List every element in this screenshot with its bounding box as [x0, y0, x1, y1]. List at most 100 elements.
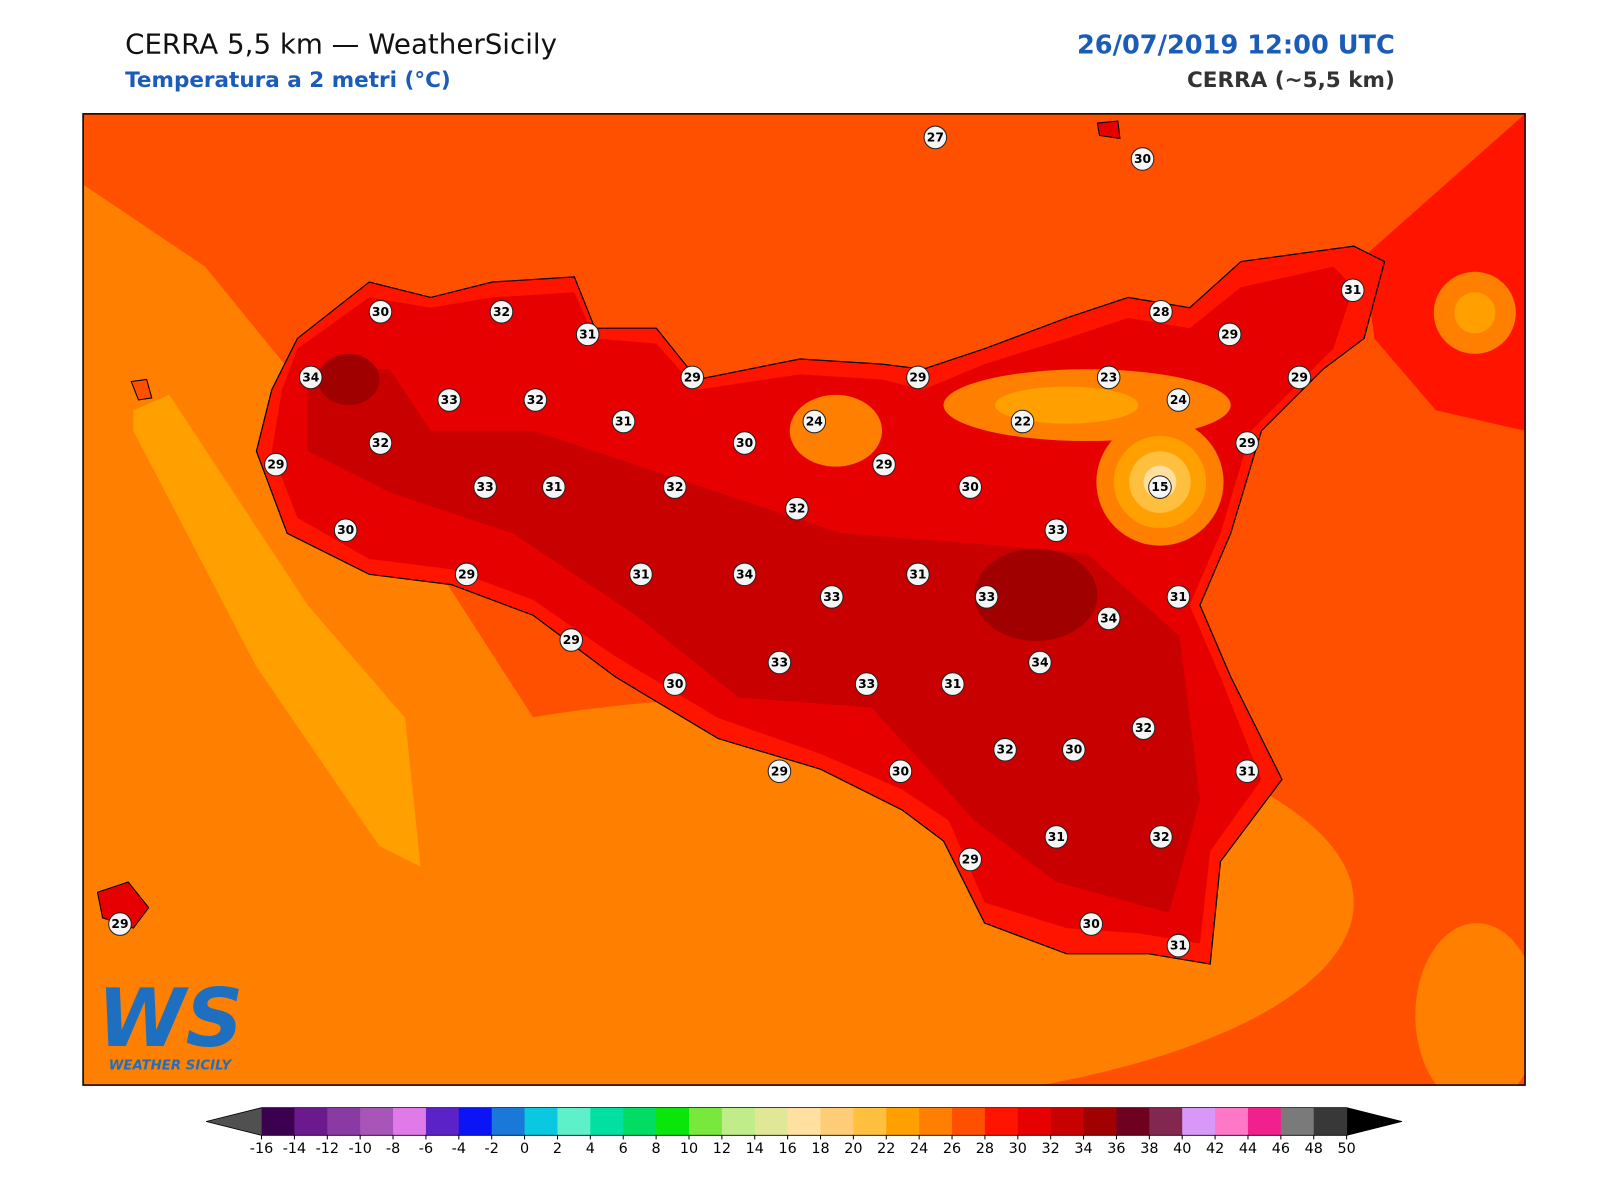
map: 27 30 30 32 31 28 29 31 34 33 32 29 29 23 24 29 31 24 22 32…: [83, 113, 1526, 1086]
logo: WS: [97, 972, 243, 1065]
title: CERRA 5,5 km — WeatherSicily: [125, 27, 557, 60]
station-value: 33: [771, 656, 788, 670]
colorbar-segment: [656, 1107, 690, 1136]
station-marker: [1235, 431, 1259, 455]
station-value: 31: [1170, 590, 1187, 604]
station-value: 31: [615, 415, 632, 429]
colorbar-segment: [261, 1107, 295, 1136]
station-marker: [1148, 475, 1172, 499]
mountain-cool: [789, 394, 883, 467]
station-value: 33: [978, 590, 995, 604]
station-value: 29: [876, 458, 893, 472]
station-marker: [1149, 825, 1173, 849]
hot-spot: [1454, 292, 1496, 334]
colorbar-segment: [1050, 1107, 1085, 1136]
station-value: 29: [563, 633, 580, 647]
colorbar-segment: [327, 1107, 361, 1136]
island: [96, 881, 150, 929]
colorbar-tick-label: 50: [1337, 1141, 1355, 1157]
station-value: 30: [1134, 152, 1151, 166]
colorbar-tick-label: 4: [586, 1141, 595, 1157]
colorbar-tick-label: -16: [250, 1141, 273, 1157]
station-value: 29: [458, 567, 475, 581]
colorbar-segment: [952, 1107, 986, 1136]
station-marker: [802, 409, 827, 434]
colorbar-segment: [984, 1107, 1019, 1136]
island: [1096, 120, 1121, 140]
station-marker: [575, 322, 600, 347]
colorbar-tick-label: 8: [652, 1141, 661, 1157]
station-value: 33: [823, 590, 840, 604]
colorbar-segment: [458, 1107, 493, 1136]
colorbar-tick-label: -4: [452, 1141, 466, 1157]
station-value: 29: [684, 370, 701, 384]
station-marker: [1217, 322, 1242, 347]
model: CERRA (~5,5 km): [1187, 68, 1395, 93]
station-value: 33: [858, 677, 875, 691]
map-frame: [82, 113, 1526, 1086]
colorbar-segment: [590, 1107, 624, 1136]
station-marker: [732, 562, 757, 587]
station-marker: [872, 452, 896, 477]
station-marker: [368, 431, 393, 455]
station-value: 31: [1344, 283, 1361, 297]
station-marker: [1028, 650, 1052, 675]
colorbar-tick-label: 2: [553, 1141, 562, 1157]
station-value: 32: [493, 305, 510, 319]
stations: 27 30 30 32 31 28 29 31 34 33 32 29 29 23 24 29 31 24 22 32…: [108, 125, 1365, 958]
station-marker: [1149, 299, 1173, 324]
colorbar-segment: [886, 1107, 920, 1136]
station-marker: [993, 737, 1017, 762]
station-marker: [854, 672, 879, 696]
station-value: 29: [111, 917, 128, 931]
warm-area: [1415, 923, 1526, 1086]
station-value: 33: [1048, 523, 1065, 537]
colorbar-tick-label: 46: [1272, 1141, 1290, 1157]
colorbar-tick-label: -12: [316, 1141, 339, 1157]
station-value: 32: [997, 743, 1014, 757]
station-value: 29: [771, 764, 788, 778]
content: CERRA 5,5 km — WeatherSicily Temperatura…: [82, 27, 1526, 1157]
land-hot: [307, 369, 1200, 913]
station-marker: [559, 628, 584, 652]
colorbar-segment: [853, 1107, 887, 1136]
colorbar-tick-label: 14: [746, 1141, 764, 1157]
station-value: 29: [1221, 327, 1238, 341]
colorbar-under: [206, 1107, 262, 1136]
station-marker: [1062, 737, 1086, 762]
colorbar-tick-label: 32: [1042, 1141, 1060, 1157]
station-marker: [368, 299, 393, 324]
station-value: 24: [806, 415, 823, 429]
date: 26/07/2019 12:00 UTC: [1077, 30, 1395, 60]
station-marker: [454, 562, 479, 587]
colorbar-segment: [425, 1107, 460, 1136]
colorbar-tick-label: 30: [1009, 1141, 1027, 1157]
station-value: 31: [909, 567, 926, 581]
colorbar-tick-label: -10: [348, 1141, 371, 1157]
station-marker: [1166, 933, 1191, 958]
colorbar-segment: [1116, 1107, 1150, 1136]
station-marker: [767, 759, 792, 784]
station-marker: [298, 365, 323, 390]
station-value: 30: [1083, 917, 1100, 931]
station-marker: [923, 125, 948, 150]
colorbar-segment: [1182, 1107, 1216, 1136]
colorbar-tick-label: 44: [1239, 1141, 1257, 1157]
station-marker: [437, 388, 462, 412]
warm-band: [133, 394, 421, 867]
station-value: 29: [909, 370, 926, 384]
station-value: 22: [1014, 415, 1031, 429]
colorbar-segment: [294, 1107, 328, 1136]
station-value: 34: [1100, 611, 1117, 625]
station-value: 30: [1065, 743, 1082, 757]
colorbar-tick-label: 16: [778, 1141, 796, 1157]
station-marker: [958, 475, 983, 499]
station-value: 29: [1239, 436, 1256, 450]
colorbar-tick-label: 12: [713, 1141, 731, 1157]
station-marker: [333, 518, 358, 543]
station-marker: [958, 847, 983, 872]
station-marker: [264, 452, 288, 477]
station-value: 31: [944, 677, 961, 691]
station-marker: [1044, 825, 1069, 849]
station-value: 31: [1048, 830, 1065, 844]
